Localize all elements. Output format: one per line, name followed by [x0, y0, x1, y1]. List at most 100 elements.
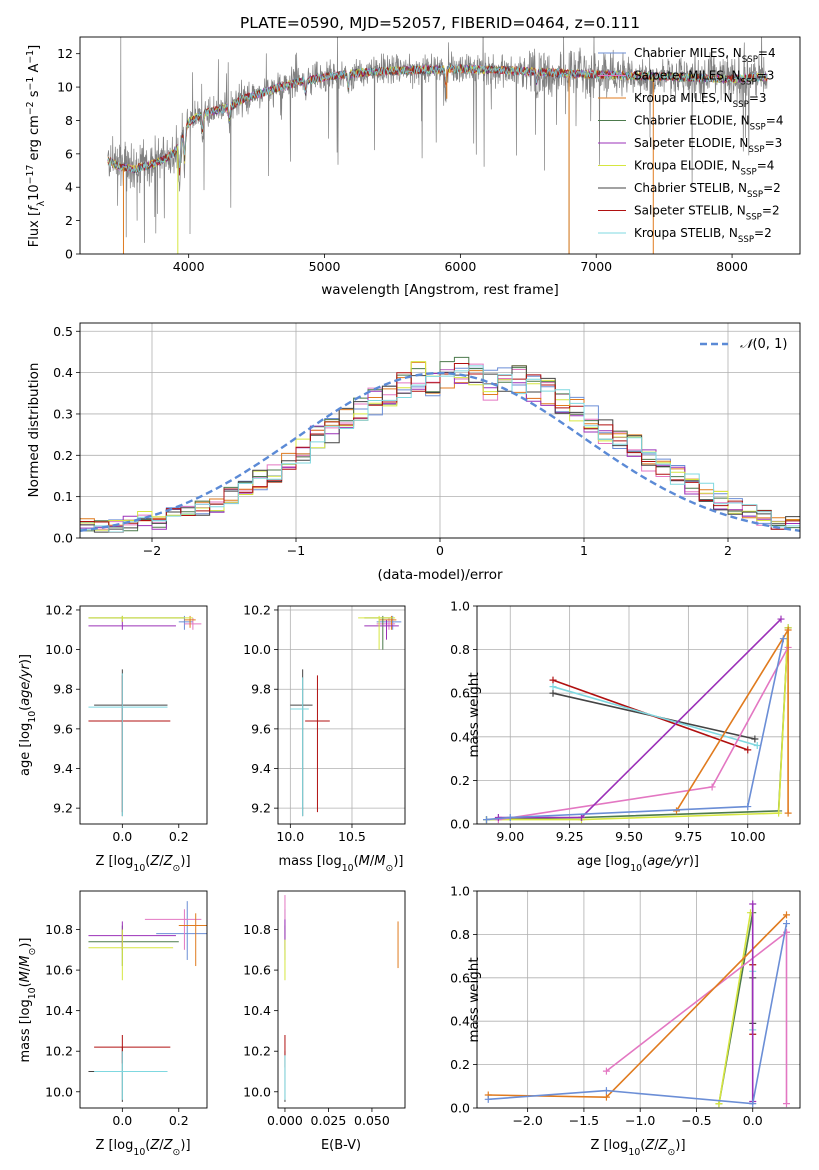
- x-tick-label: 9.50: [615, 829, 643, 844]
- y-tick-label: 0.8: [450, 642, 470, 657]
- x-tick-label: 0.000: [267, 1113, 303, 1128]
- legend-item: Kroupa ELODIE, NSSP=4: [598, 159, 774, 178]
- errorbar-point: [94, 1034, 171, 1064]
- weight-marker: [777, 615, 785, 623]
- weight-line: [675, 627, 789, 814]
- axes-frame: 10.0 10.5 9.2 9.4 9.6 9.8 10.0 10.2 mass [log10(…: [243, 602, 406, 874]
- x-tick-label: 10.5: [338, 829, 366, 844]
- y-tick-label: 0.3: [53, 406, 73, 421]
- legend-item: Kroupa STELIB, NSSP=2: [598, 226, 772, 245]
- y-tick-label: 9.6: [251, 721, 271, 736]
- weight-marker: [779, 635, 787, 643]
- x-axis-label: mass [log10(M/M⊙)]: [279, 854, 404, 874]
- y-tick-label: 0.5: [53, 324, 73, 339]
- y-tick-label: 9.8: [53, 682, 73, 697]
- weight-line: [718, 912, 752, 1104]
- weight-line: [498, 647, 789, 821]
- plot-area: [483, 615, 792, 824]
- plot-area: [80, 356, 800, 538]
- y-tick-label: 10.6: [45, 963, 73, 978]
- weight-line: [486, 627, 789, 821]
- errorbar-point: [88, 925, 179, 967]
- errorbar-point: [358, 615, 396, 650]
- x-tick-label: 10.0: [276, 829, 304, 844]
- weight-marker: [782, 911, 790, 919]
- x-axis-label: Z [log10(Z/Z⊙)]: [95, 854, 190, 874]
- y-tick-label: 0.1: [53, 489, 73, 504]
- axes-border: [277, 605, 406, 825]
- y-tick-label: 0.6: [450, 686, 470, 701]
- x-axis-label: age [log10(age/yr)]: [577, 854, 699, 874]
- y-tick-label: 10.0: [243, 642, 271, 657]
- panel-6: 0.000 0.025 0.050 10.0 10.2 10.4 10.6 10.8 E(B-V…: [243, 890, 406, 1153]
- panel-0: 4000 5000 6000 7000 8000 0 2 4 6 8 10 12 PLATE=0590,…: [25, 14, 801, 298]
- observed-spectrum: [107, 37, 768, 243]
- weight-marker: [602, 1093, 610, 1101]
- y-axis-label: age [log10(age/yr)]: [18, 654, 38, 776]
- weight-line: [488, 914, 788, 1099]
- histogram-step: [80, 365, 800, 538]
- plot-area: [290, 615, 402, 817]
- y-axis-label: Flux [fλ10−17 erg cm−2 s−1 A−1]: [25, 45, 47, 247]
- x-tick-label: 4000: [173, 259, 205, 274]
- errorbar-point: [144, 909, 202, 950]
- x-tick-label: −1: [287, 543, 305, 558]
- y-axis-label: mass weight: [466, 672, 482, 757]
- y-tick-label: 8: [65, 113, 73, 128]
- panel-3: 10.0 10.5 9.2 9.4 9.6 9.8 10.0 10.2 mass [log10(…: [243, 602, 406, 874]
- y-axis-label: mass weight: [466, 957, 482, 1042]
- panel-5: 0.0 0.2 10.0 10.2 10.4 10.6 10.8 Z [log10(Z/Z⊙)…: [18, 890, 208, 1158]
- errorbar-point: [88, 615, 193, 622]
- errorbar-point: [94, 669, 168, 817]
- x-tick-label: 10.00: [730, 829, 766, 844]
- weight-marker: [784, 809, 792, 817]
- x-tick-label: 9.75: [674, 829, 702, 844]
- legend-item: Chabrier MILES, NSSP=4: [598, 46, 776, 65]
- weight-marker: [782, 1100, 790, 1108]
- x-tick-label: 0.0: [743, 1113, 763, 1128]
- legend-item: Kroupa MILES, NSSP=3: [598, 91, 767, 110]
- y-tick-label: 10.2: [45, 1044, 73, 1059]
- weight-marker: [782, 920, 790, 928]
- x-tick-label: 0.2: [169, 829, 189, 844]
- weight-line: [498, 618, 782, 819]
- x-tick-label: 9.25: [556, 829, 584, 844]
- weight-marker: [494, 813, 502, 821]
- legend-label: Salpeter STELIB, NSSP=2: [634, 204, 780, 223]
- x-tick-label: −1.5: [569, 1113, 599, 1128]
- x-axis-label: Z [log10(Z/Z⊙)]: [95, 1138, 190, 1158]
- x-tick-label: 0: [436, 543, 444, 558]
- axes-border: [79, 605, 208, 825]
- weight-marker: [578, 813, 585, 821]
- errorbar-point: [88, 929, 174, 981]
- errorbar-point: [178, 913, 207, 967]
- errorbar-point: [156, 901, 207, 960]
- weight-marker: [784, 626, 792, 634]
- legend-label: Chabrier ELODIE, NSSP=4: [634, 114, 783, 133]
- y-tick-label: 10.2: [243, 602, 271, 617]
- weight-marker: [549, 689, 557, 697]
- legend-label: Kroupa ELODIE, NSSP=4: [634, 159, 774, 178]
- legend-item: Chabrier ELODIE, NSSP=4: [598, 114, 783, 133]
- x-axis-label: (data-model)/error: [377, 567, 503, 583]
- weight-marker: [602, 1087, 610, 1095]
- y-tick-label: 10.2: [45, 602, 73, 617]
- legend-label: Salpeter ELODIE, NSSP=3: [634, 136, 782, 155]
- errorbar-point: [88, 619, 176, 630]
- errorbar-point: [364, 615, 392, 650]
- axes-frame: −2.0 −1.5 −1.0 −0.5 0.0 0.0 0.2 0.4 0.6 0.8 1.0 Z […: [450, 884, 801, 1158]
- y-tick-label: 10.6: [243, 963, 271, 978]
- axes-border: [79, 36, 801, 255]
- panel-2: 0.0 0.2 9.2 9.4 9.6 9.8 10.0 10.2 Z [log10(Z/Z⊙)…: [18, 602, 208, 874]
- y-tick-label: 0.4: [450, 729, 470, 744]
- y-tick-label: 9.6: [53, 721, 73, 736]
- legend-label: Chabrier MILES, NSSP=4: [634, 46, 776, 65]
- errorbar-point: [88, 673, 168, 817]
- errorbar-point: [94, 1051, 168, 1100]
- x-axis-label: E(B-V): [321, 1138, 361, 1153]
- legend-label: Kroupa STELIB, NSSP=2: [634, 226, 772, 245]
- y-tick-label: 12: [57, 46, 73, 61]
- model-spectrum: [107, 63, 768, 173]
- plot-area: [107, 37, 768, 254]
